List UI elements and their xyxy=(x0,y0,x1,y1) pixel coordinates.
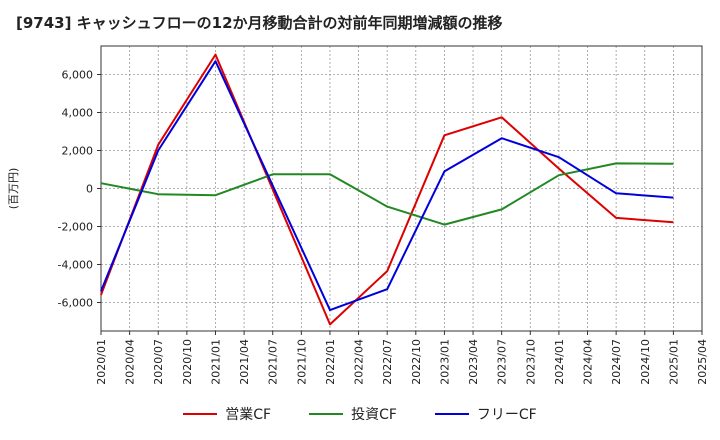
x-tick-label: 2020/04 xyxy=(124,339,137,385)
x-tick-label: 2020/01 xyxy=(95,339,108,385)
plot-frame xyxy=(100,45,703,332)
x-tick-label: 2024/07 xyxy=(610,339,623,385)
series-line-free-cf xyxy=(100,60,674,312)
x-tick-label: 2024/01 xyxy=(553,339,566,385)
x-tick-label: 2020/07 xyxy=(152,339,165,385)
legend-label-investing-cf: 投資CF xyxy=(351,407,397,423)
legend-item-investing-cf: 投資CF xyxy=(309,404,397,424)
legend-label-operating-cf: 営業CF xyxy=(225,407,272,423)
x-tick-label: 2020/10 xyxy=(181,339,194,385)
label-layer: -6,000 -4,000 -2,000 0 2,000 4,000 6,000 2020/0… xyxy=(7,69,709,385)
x-tick-label: 2022/07 xyxy=(381,339,394,385)
x-tick-label: 2021/07 xyxy=(267,339,280,385)
x-tick-label: 2023/10 xyxy=(524,339,537,385)
y-tick-label: -4,000 xyxy=(58,259,93,272)
series-layer xyxy=(100,53,674,326)
legend-swatch-free-cf xyxy=(434,413,469,415)
legend-swatch-operating-cf xyxy=(183,413,218,415)
y-tick-label: -6,000 xyxy=(58,297,93,310)
legend-item-operating-cf: 営業CF xyxy=(183,404,271,424)
legend-item-free-cf: フリーCF xyxy=(434,404,537,424)
chart-title: [9743] キャッシュフローの12か月移動合計の対前年同期増減額の推移 xyxy=(16,14,503,32)
x-tick-label: 2023/01 xyxy=(438,339,451,385)
x-tick-label: 2024/04 xyxy=(582,339,595,385)
x-tick-label: 2025/01 xyxy=(667,339,680,385)
y-tick-label: 2,000 xyxy=(62,145,94,158)
x-tick-label: 2022/01 xyxy=(324,339,337,385)
y-tick-label: 0 xyxy=(86,183,93,196)
legend-label-free-cf: フリーCF xyxy=(476,407,537,423)
grid-layer xyxy=(101,46,702,331)
series-line-investing-cf xyxy=(100,162,674,226)
x-tick-label: 2024/10 xyxy=(639,339,652,385)
x-tick-label: 2022/10 xyxy=(410,339,423,385)
x-tick-label: 2021/01 xyxy=(209,339,222,385)
x-tick-label: 2022/04 xyxy=(353,339,366,385)
legend: 営業CF 投資CF フリーCF xyxy=(0,404,720,424)
y-axis-title: (百万円) xyxy=(7,168,20,210)
x-tick-label: 2025/04 xyxy=(696,339,709,385)
x-tick-label: 2021/10 xyxy=(295,339,308,385)
x-tick-label: 2023/04 xyxy=(467,339,480,385)
y-tick-label: 4,000 xyxy=(62,107,94,120)
series-line-operating-cf xyxy=(100,53,674,326)
legend-swatch-investing-cf xyxy=(309,413,344,415)
y-tick-label: -2,000 xyxy=(58,221,93,234)
axis-layer xyxy=(97,45,703,335)
x-tick-label: 2021/04 xyxy=(238,339,251,385)
x-tick-label: 2023/07 xyxy=(496,339,509,385)
y-tick-label: 6,000 xyxy=(62,69,94,82)
